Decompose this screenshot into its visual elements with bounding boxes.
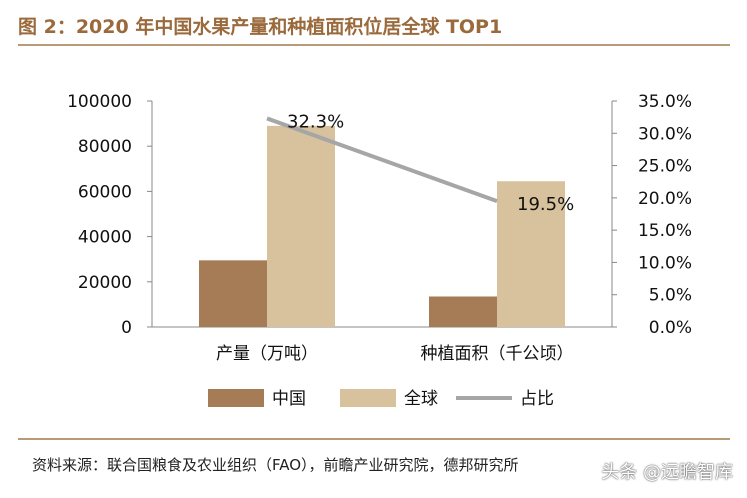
share-data-label: 19.5% — [517, 194, 574, 215]
share-line — [266, 116, 498, 203]
bar-global — [497, 181, 565, 327]
legend-swatch-china — [208, 389, 264, 407]
bar-global — [267, 125, 335, 327]
legend-label-china: 中国 — [272, 389, 306, 409]
source-note: 资料来源：联合国粮食及农业组织（FAO），前瞻产业研究院，德邦研究所 — [32, 456, 519, 474]
right-tick-label: 20.0% — [638, 189, 692, 209]
right-tick-label: 10.0% — [638, 253, 692, 273]
chart-title: 图 2：2020 年中国水果产量和种植面积位居全球 TOP1 — [18, 16, 503, 38]
left-tick-label: 80000 — [78, 137, 132, 157]
watermark: 头条 @远瞻智库 — [601, 462, 733, 483]
category-label: 产量（万吨） — [216, 344, 318, 364]
legend-label-global: 全球 — [404, 389, 438, 409]
share-data-label: 32.3% — [287, 111, 344, 132]
right-tick-label: 35.0% — [638, 92, 692, 112]
legend-swatch-global — [340, 389, 396, 407]
left-tick-label: 60000 — [78, 182, 132, 202]
left-tick-label: 0 — [121, 318, 132, 338]
right-tick-label: 5.0% — [649, 286, 692, 306]
left-tick-label: 20000 — [78, 273, 132, 293]
footer-divider — [18, 438, 730, 440]
title-divider — [18, 44, 730, 46]
bar-china — [199, 260, 267, 327]
left-tick-label: 100000 — [67, 92, 132, 112]
right-tick-label: 30.0% — [638, 124, 692, 144]
legend-label-share: 占比 — [520, 389, 554, 409]
right-tick-label: 15.0% — [638, 221, 692, 241]
right-tick-label: 0.0% — [649, 318, 692, 338]
category-label: 种植面积（千公顷） — [421, 344, 574, 364]
left-tick-label: 40000 — [78, 228, 132, 248]
right-tick-label: 25.0% — [638, 157, 692, 177]
bar-china — [429, 296, 497, 327]
